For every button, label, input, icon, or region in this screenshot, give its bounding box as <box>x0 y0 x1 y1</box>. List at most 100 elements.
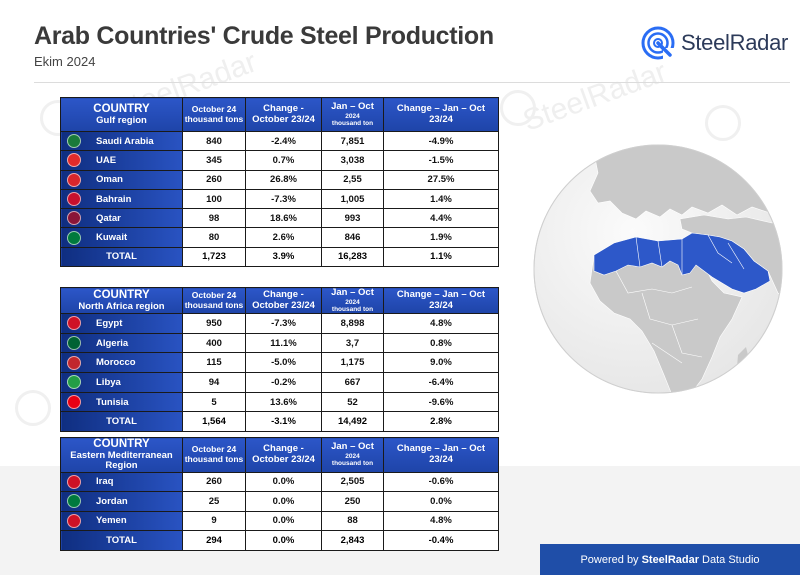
total-row: TOTAL 294 0.0% 2,843 -0.4% <box>60 530 499 551</box>
flag-icon <box>67 336 81 351</box>
europe-landmass <box>589 145 782 220</box>
total-jan-oct: 2,843 <box>321 530 384 551</box>
total-jan-oct: 14,492 <box>321 411 384 433</box>
country-name: Jordan <box>96 495 128 507</box>
country-name: Bahrain <box>96 193 132 205</box>
country-cell: Iraq <box>60 471 183 493</box>
steelradar-logo: SteelRadar <box>641 26 788 60</box>
watermark-text: SteelRadar <box>518 55 672 138</box>
table-row: Algeria 400 11.1% 3,7 0.8% <box>60 332 499 354</box>
country-name: UAE <box>96 154 117 166</box>
jan-oct-label: Jan – Oct <box>331 287 374 299</box>
country-name: Kuwait <box>96 232 128 244</box>
table-row: Yemen 9 0.0% 88 4.8% <box>60 510 499 532</box>
october-value: 80 <box>182 227 246 248</box>
change-jan-oct-value: -0.6% <box>383 471 499 493</box>
region-table: COUNTRY Eastern Mediterranean Region Octob… <box>60 437 499 551</box>
total-jan-oct: 16,283 <box>321 246 384 268</box>
jan-oct-unit: thousand ton <box>331 119 374 127</box>
jan-oct-value: 52 <box>321 391 384 413</box>
jan-oct-value: 846 <box>321 227 384 248</box>
powered-by-brand: SteelRadar <box>641 553 700 566</box>
change-jan-oct-value: 9.0% <box>383 352 499 374</box>
total-change-jan-oct: -0.4% <box>383 530 499 551</box>
column-header-change-jan-oct: Change – Jan – Oct 23/24 <box>383 97 499 132</box>
change-october-value: 2.6% <box>245 227 322 248</box>
table-header-row: COUNTRY Gulf region October 24 thousand to… <box>60 97 499 132</box>
total-change-october: -3.1% <box>245 411 322 433</box>
flag-icon <box>67 211 81 226</box>
jan-oct-value: 7,851 <box>321 130 384 152</box>
logo-text: SteelRadar <box>681 30 789 55</box>
jan-oct-unit: thousand ton <box>331 459 374 467</box>
total-change-jan-oct: 2.8% <box>383 411 499 433</box>
flag-icon <box>67 355 81 370</box>
october-value: 98 <box>182 208 246 229</box>
table-row: Oman 260 26.8% 2,55 27.5% <box>60 169 499 190</box>
page-title: Arab Countries' Crude Steel Production <box>34 22 494 50</box>
october-value: 25 <box>182 491 246 512</box>
flag-icon <box>67 494 81 509</box>
region-name: North Africa region <box>78 300 165 312</box>
flag-icon <box>67 395 81 410</box>
jan-oct-year: 2024 <box>345 112 360 120</box>
change-october-value: -5.0% <box>245 352 322 374</box>
change-october-value: -0.2% <box>245 372 322 393</box>
jan-oct-value: 993 <box>321 208 384 229</box>
country-heading: COUNTRY <box>93 288 150 301</box>
radar-logo-icon <box>641 26 675 60</box>
column-header-change-jan-oct: Change – Jan – Oct 23/24 <box>383 287 499 314</box>
total-october: 1,723 <box>182 246 246 268</box>
october-value: 260 <box>182 471 246 493</box>
flag-icon <box>67 474 81 489</box>
flag-icon <box>67 513 81 528</box>
change-october-value: 0.7% <box>245 150 322 171</box>
jan-oct-value: 1,175 <box>321 352 384 374</box>
country-cell: Qatar <box>60 208 183 229</box>
change-october-value: 26.8% <box>245 169 322 190</box>
flag-icon <box>67 230 81 245</box>
total-label: TOTAL <box>60 246 183 268</box>
october-value: 345 <box>182 150 246 171</box>
globe-map <box>533 144 783 394</box>
jan-oct-year: 2024 <box>345 298 360 306</box>
october-value: 100 <box>182 188 246 210</box>
country-name: Oman <box>96 174 123 186</box>
table-header-row: COUNTRY Eastern Mediterranean Region Octob… <box>60 437 499 473</box>
country-cell: Algeria <box>60 332 183 354</box>
country-cell: Oman <box>60 169 183 190</box>
jan-oct-value: 667 <box>321 372 384 393</box>
country-name: Yemen <box>96 515 127 527</box>
change-october-value: 11.1% <box>245 332 322 354</box>
powered-by-prefix: Powered by <box>580 553 639 566</box>
change-jan-oct-value: -6.4% <box>383 372 499 393</box>
country-name: Libya <box>96 376 121 388</box>
country-name: Qatar <box>96 212 121 224</box>
powered-by-bar: Powered by SteelRadar Data Studio <box>540 544 800 575</box>
total-label: TOTAL <box>60 530 183 551</box>
column-header-jan-oct: Jan – Oct 2024 thousand ton <box>321 287 384 314</box>
country-name: Saudi Arabia <box>96 135 154 147</box>
change-jan-oct-value: 4.4% <box>383 208 499 229</box>
jan-oct-label: Jan – Oct <box>331 101 374 113</box>
change-jan-oct-value: 1.4% <box>383 188 499 210</box>
powered-by-suffix: Data Studio <box>702 553 760 566</box>
column-header-jan-oct: Jan – Oct 2024 thousand ton <box>321 437 384 473</box>
jan-oct-value: 8,898 <box>321 313 384 334</box>
country-cell: Egypt <box>60 313 183 334</box>
change-jan-oct-value: 4.8% <box>383 313 499 334</box>
header-divider <box>34 82 790 83</box>
change-october-value: -7.3% <box>245 188 322 210</box>
table-row: Tunisia 5 13.6% 52 -9.6% <box>60 391 499 413</box>
table-row: Bahrain 100 -7.3% 1,005 1.4% <box>60 188 499 210</box>
country-cell: Kuwait <box>60 227 183 248</box>
change-jan-oct-value: 0.0% <box>383 491 499 512</box>
country-cell: Morocco <box>60 352 183 374</box>
table-row: Libya 94 -0.2% 667 -6.4% <box>60 372 499 393</box>
october-value: 9 <box>182 510 246 532</box>
total-october: 294 <box>182 530 246 551</box>
flag-icon <box>67 172 81 187</box>
total-row: TOTAL 1,723 3.9% 16,283 1.1% <box>60 246 499 268</box>
total-october: 1,564 <box>182 411 246 433</box>
change-october-value: 0.0% <box>245 491 322 512</box>
